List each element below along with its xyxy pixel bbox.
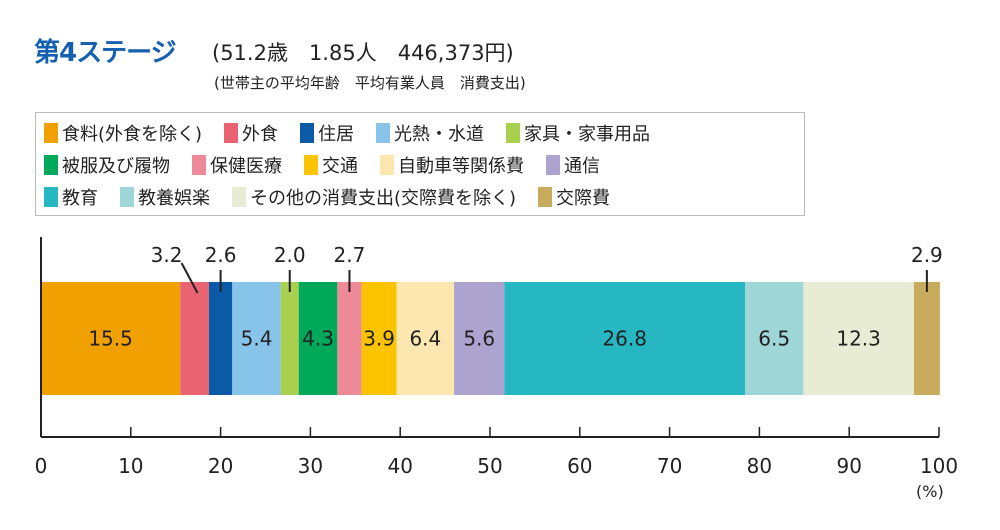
- legend-label: 被服及び履物: [62, 156, 170, 177]
- legend-item: 保健医療: [192, 152, 282, 178]
- data-label: 3.9: [363, 327, 395, 351]
- legend-swatch: [192, 155, 206, 175]
- legend-item: その他の消費支出(交際費を除く): [232, 184, 516, 210]
- data-label: 2.6: [205, 243, 237, 267]
- bar-segment: [337, 282, 362, 395]
- legend: 食料(外食を除く) 外食 住居 光熱・水道 家具・家事用品被服及び履物 保健医療 交通 自動車…: [35, 112, 805, 216]
- legend-swatch: [376, 123, 391, 143]
- legend-swatch: [44, 155, 58, 175]
- x-tick-label: 20: [208, 454, 233, 478]
- data-label: 2.7: [334, 243, 366, 267]
- legend-swatch: [120, 187, 134, 207]
- legend-swatch: [44, 123, 58, 143]
- data-label: 6.5: [758, 327, 790, 351]
- x-tick-label: 40: [387, 454, 412, 478]
- legend-swatch: [380, 155, 394, 175]
- legend-item: 食料(外食を除く): [44, 120, 202, 146]
- legend-label: 家具・家事用品: [524, 124, 651, 145]
- x-tick-label: 70: [657, 454, 682, 478]
- x-tick-label: 90: [836, 454, 861, 478]
- legend-item: 自動車等関係費: [380, 152, 524, 178]
- data-label: 3.2: [151, 243, 183, 267]
- legend-label: 自動車等関係費: [398, 156, 524, 177]
- x-tick-label: 30: [298, 454, 323, 478]
- x-tick-label: 60: [567, 454, 592, 478]
- legend-label: 交際費: [556, 188, 611, 209]
- legend-item: 被服及び履物: [44, 152, 170, 178]
- legend-swatch: [304, 155, 318, 175]
- legend-item: 光熱・水道: [376, 120, 484, 146]
- legend-item: 交通: [304, 152, 358, 178]
- bar-segment: [803, 282, 914, 395]
- legend-item: 教養娯楽: [120, 184, 210, 210]
- legend-label: 光熱・水道: [394, 124, 485, 145]
- legend-label: 保健医療: [210, 156, 282, 177]
- legend-swatch: [538, 187, 553, 207]
- legend-label: 外食: [242, 124, 279, 145]
- x-tick-label: 10: [118, 454, 143, 478]
- legend-label: 通信: [564, 156, 600, 177]
- bar-segment: [745, 282, 804, 395]
- legend-swatch: [44, 187, 58, 207]
- legend-label: 交通: [322, 156, 358, 177]
- data-label: 6.4: [409, 327, 441, 351]
- legend-swatch: [546, 155, 560, 175]
- x-tick-label: 100: [920, 454, 958, 478]
- legend-swatch: [506, 123, 521, 143]
- stage-stats: (51.2歳 1.85人 446,373円): [212, 41, 514, 65]
- legend-row: 食料(外食を除く) 外食 住居 光熱・水道 家具・家事用品: [44, 117, 804, 149]
- legend-item: 交際費: [538, 184, 610, 210]
- legend-swatch: [232, 187, 246, 207]
- legend-item: 住居: [300, 120, 354, 146]
- data-label: 2.0: [274, 243, 306, 267]
- legend-item: 家具・家事用品: [506, 120, 650, 146]
- data-label: 2.9: [911, 243, 943, 267]
- data-label: 4.3: [302, 327, 334, 351]
- data-label: 5.4: [241, 327, 273, 351]
- legend-label: その他の消費支出(交際費を除く): [250, 188, 517, 209]
- legend-label: 住居: [318, 124, 355, 145]
- legend-swatch: [300, 123, 315, 143]
- data-label: 5.6: [463, 327, 495, 351]
- leader-line: [180, 262, 199, 294]
- bar-segment: [454, 282, 505, 395]
- bar-segment: [208, 282, 233, 395]
- bar-segment: [41, 282, 181, 395]
- x-tick-label: 80: [747, 454, 772, 478]
- legend-label: 教養娯楽: [138, 188, 210, 209]
- bar-segment: [280, 282, 299, 395]
- stage-stats-note: (世帯主の平均年齢 平均有業人員 消費支出): [214, 74, 526, 92]
- x-tick-label: 0: [35, 454, 48, 478]
- data-label: 15.5: [88, 327, 133, 351]
- legend-swatch: [224, 123, 239, 143]
- legend-label: 教育: [62, 188, 98, 209]
- legend-item: 外食: [224, 120, 278, 146]
- bar-segment: [361, 282, 397, 395]
- legend-row: 被服及び履物 保健医療 交通 自動車等関係費 通信: [44, 149, 804, 181]
- bar-segment: [396, 282, 455, 395]
- data-label: 12.3: [836, 327, 881, 351]
- bar-segment: [504, 282, 746, 395]
- x-axis-unit-label: (%): [916, 482, 944, 501]
- legend-item: 通信: [546, 152, 600, 178]
- bar-segment: [232, 282, 281, 395]
- x-tick-label: 50: [477, 454, 502, 478]
- bar-segment: [913, 282, 940, 395]
- bar-segment: [180, 282, 209, 395]
- data-label: 26.8: [602, 327, 647, 351]
- legend-row: 教育 教養娯楽 その他の消費支出(交際費を除く) 交際費: [44, 181, 804, 213]
- legend-item: 教育: [44, 184, 98, 210]
- chart-title: 第4ステージ: [34, 38, 177, 68]
- bar-segment: [298, 282, 338, 395]
- legend-label: 食料(外食を除く): [62, 124, 203, 145]
